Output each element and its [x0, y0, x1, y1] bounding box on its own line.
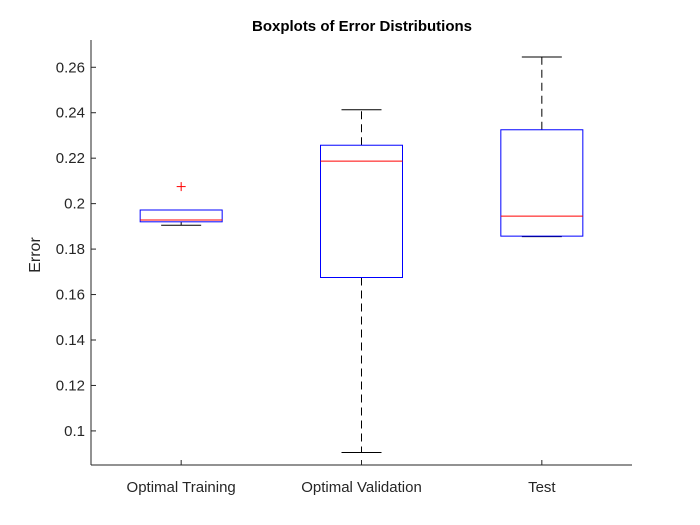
axes: 0.1 0.12 0.14 0.16 0.18 0.2 0.22 0.24 0.26 Optima…	[56, 40, 632, 496]
y-tick-label: 0.16	[56, 287, 85, 304]
y-tick-label: 0.24	[56, 105, 85, 122]
box	[139, 209, 223, 223]
box-group	[139, 182, 223, 226]
y-tick-label: 0.26	[56, 59, 85, 76]
y-tick-label: 0.1	[64, 423, 85, 440]
y-tick-label: 0.22	[56, 150, 85, 167]
box-group	[320, 109, 403, 453]
x-tick-label: Optimal Validation	[301, 479, 422, 496]
x-tick-label: Optimal Training	[127, 479, 236, 496]
boxes	[139, 56, 584, 453]
y-tick-label: 0.18	[56, 241, 85, 258]
outlier-marker	[176, 182, 186, 192]
y-tick-label: 0.2	[64, 196, 85, 213]
x-tick-label: Test	[528, 479, 556, 496]
y-tick-label: 0.12	[56, 377, 85, 394]
box	[320, 144, 403, 278]
box-group	[500, 56, 584, 238]
chart-title: Boxplots of Error Distributions	[252, 18, 472, 35]
y-axis-label: Error	[27, 237, 44, 273]
y-tick-label: 0.14	[56, 332, 85, 349]
box	[500, 129, 584, 237]
